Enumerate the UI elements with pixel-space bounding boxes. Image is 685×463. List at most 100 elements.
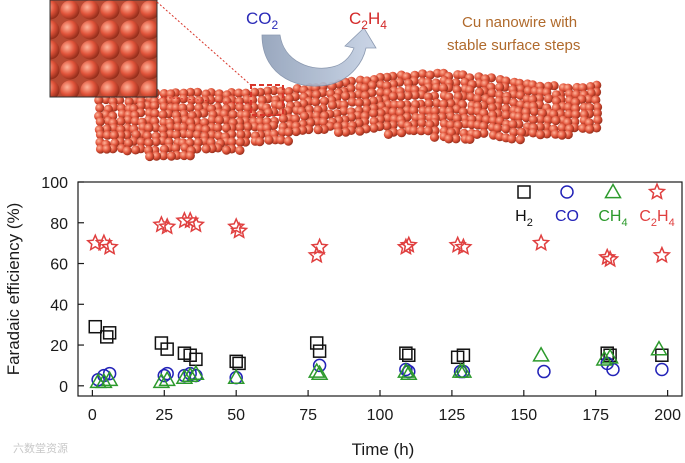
zoom-box [250, 84, 284, 116]
cu-atom [234, 88, 244, 98]
cu-atom [143, 101, 153, 111]
cu-atom [158, 124, 168, 135]
cu-atom [382, 121, 392, 131]
legend: H2 CO CH4 C2H4 [515, 182, 675, 229]
c2h4-point [175, 210, 194, 229]
cu-atom [501, 124, 511, 134]
cu-atom [424, 99, 434, 109]
h2-point [402, 348, 416, 362]
cu-atom [388, 107, 398, 117]
cu-atom [235, 102, 245, 112]
cu-atom [360, 83, 370, 93]
cu-nanowire [94, 68, 603, 162]
cu-atom [341, 127, 351, 137]
cu-atom [159, 89, 169, 99]
cu-atom [102, 130, 113, 140]
cu-atom [201, 144, 211, 154]
h2-point [232, 356, 246, 371]
cu-atom [235, 145, 245, 155]
cu-atom [131, 145, 141, 155]
cu-atom [291, 126, 301, 137]
cu-atom [150, 108, 160, 119]
reactant-co2-label: CO2 [246, 9, 279, 32]
cu-atom [557, 123, 567, 133]
cu-atom [130, 116, 140, 126]
c2h4-point [152, 215, 171, 233]
cu-atom [192, 87, 203, 97]
cu-atom [543, 115, 553, 125]
cu-atom [460, 77, 470, 87]
cu-atom [185, 87, 196, 97]
cu-atom [501, 104, 511, 114]
cu-atom [333, 127, 344, 137]
cu-atom [306, 118, 316, 128]
product-sub2: 4 [380, 18, 387, 32]
cu-atom [361, 98, 371, 108]
cu-atom [544, 94, 554, 104]
cu-atom [516, 84, 526, 94]
legend-marker-c2h4 [647, 182, 667, 200]
cu-atom [444, 134, 454, 144]
cu-atom [446, 99, 456, 109]
cu-atom [311, 90, 322, 100]
cu-atom [438, 83, 449, 93]
ch4-point [397, 362, 415, 378]
ch4-point [175, 368, 194, 385]
c2h4-point [157, 217, 177, 235]
cu-atom [507, 134, 517, 144]
cu-atom [382, 72, 392, 82]
cu-atom [124, 97, 134, 107]
cu-atom [557, 130, 567, 140]
cu-atom [565, 89, 575, 99]
cu-atom [376, 88, 386, 98]
y-tick-label: 80 [50, 216, 68, 233]
cu-atom [584, 94, 594, 104]
cu-atom [185, 103, 195, 113]
cu-atom [501, 110, 511, 120]
cu-atom [571, 97, 581, 107]
cu-atom [346, 83, 356, 94]
cu-atom [465, 85, 475, 95]
cu-atom [382, 81, 392, 91]
cu-atom [423, 92, 433, 102]
ch4-point [310, 364, 329, 380]
cu-atom [397, 128, 407, 138]
ch4-point [187, 364, 205, 380]
cu-atom [213, 123, 223, 133]
cu-atom [171, 143, 181, 153]
cu-atom [144, 123, 154, 133]
cu-atom [95, 144, 106, 154]
cu-atom [235, 123, 245, 133]
cu-atom [396, 100, 406, 110]
cu-atom [495, 82, 505, 92]
co-point [537, 364, 551, 379]
h2-point [229, 354, 243, 369]
cu-atom [327, 100, 337, 110]
cu-atom [145, 151, 155, 162]
cu-atom [340, 91, 351, 101]
cu-atom [592, 108, 603, 118]
cu-atom [430, 106, 440, 116]
c2h4-point [531, 233, 551, 252]
x-axis: 0 25 50 75 100 125 150 175 200 [88, 390, 681, 424]
cu-atom [263, 86, 273, 96]
cu-atom [509, 98, 519, 108]
cu-atom [290, 114, 301, 124]
cu-atom [171, 130, 182, 140]
cu-atom [95, 117, 105, 127]
cu-atom [123, 115, 133, 125]
cu-atom [432, 98, 442, 108]
x-tick-label: 100 [367, 407, 394, 424]
cu-atom [109, 130, 119, 140]
c2h4-point [186, 215, 206, 233]
cu-atom [409, 106, 419, 116]
ch4-point [152, 372, 171, 389]
h2-point [456, 348, 471, 362]
ch4-point [650, 340, 668, 356]
series-h2 [88, 319, 669, 371]
h2-point [100, 330, 114, 344]
y-tick-label: 40 [50, 297, 68, 314]
cu-atom [417, 118, 427, 128]
cu-atom [367, 80, 377, 90]
cu-atom [452, 85, 462, 95]
